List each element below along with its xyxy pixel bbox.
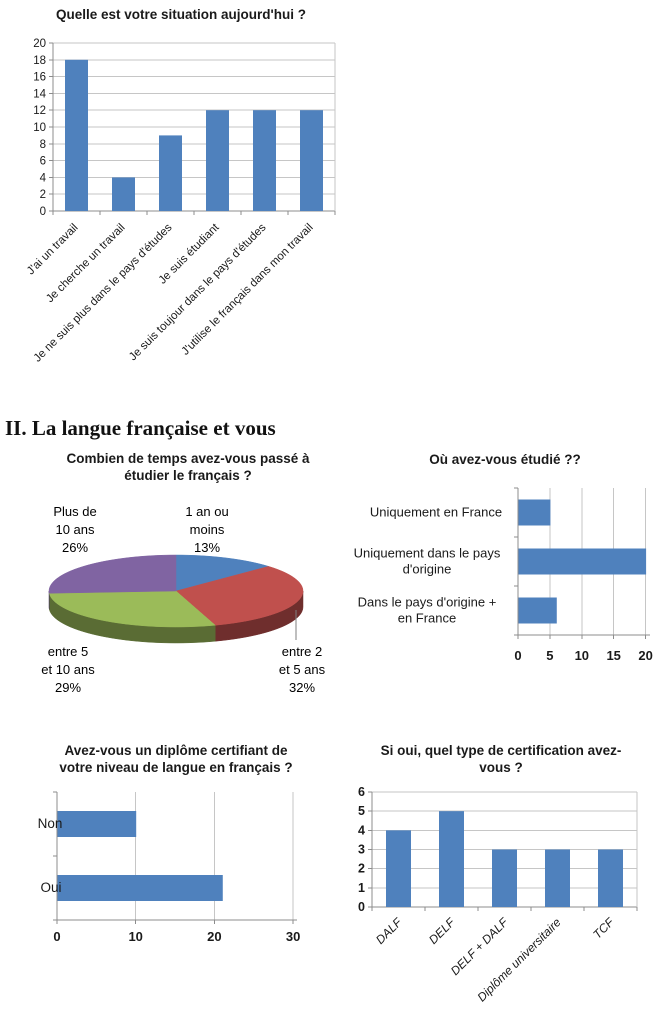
bar bbox=[518, 597, 557, 624]
y-tick-label: 20 bbox=[33, 38, 46, 50]
bar bbox=[300, 110, 323, 211]
category-label: Je cherche un travail bbox=[44, 222, 128, 306]
bar bbox=[65, 59, 88, 211]
x-tick-label: 15 bbox=[606, 648, 620, 663]
pie-label-plus-de-10-ans: Plus de 10 ans 26% bbox=[35, 503, 115, 557]
pie-label-entre-5-et-10-ans: entre 5 et 10 ans 29% bbox=[23, 643, 113, 697]
x-tick-label: 10 bbox=[128, 929, 142, 944]
bar bbox=[598, 849, 623, 907]
pie-slice-entre-2-et-5-ans bbox=[175, 566, 304, 626]
bar bbox=[112, 177, 135, 211]
chart-title-ou-etudie: Où avez-vous étudié ?? bbox=[429, 452, 581, 467]
category-label: en France bbox=[398, 611, 457, 626]
bar bbox=[386, 830, 411, 907]
bar bbox=[253, 110, 276, 211]
pie-label-line: Plus de bbox=[53, 504, 97, 519]
y-tick-label: 12 bbox=[33, 105, 46, 117]
x-tick-label: 10 bbox=[575, 648, 589, 663]
x-tick-label: 20 bbox=[207, 929, 221, 944]
pie-slice-plus-de-10-ans bbox=[48, 554, 177, 594]
y-tick-label: 0 bbox=[40, 206, 46, 218]
title-line: votre niveau de langue en français ? bbox=[59, 760, 293, 775]
y-tick-label: 2 bbox=[358, 862, 365, 876]
pie-label-line: 26% bbox=[61, 540, 89, 555]
x-tick-label: 30 bbox=[286, 929, 300, 944]
y-tick-label: 6 bbox=[358, 785, 365, 799]
x-tick-label: 5 bbox=[546, 648, 553, 663]
title-line: vous ? bbox=[479, 760, 523, 775]
pie-label-line: moins bbox=[189, 522, 225, 537]
bar bbox=[206, 110, 229, 211]
pie-label-line: 10 ans bbox=[55, 522, 95, 537]
bar bbox=[492, 849, 517, 907]
pie-label-line: entre 2 bbox=[281, 644, 323, 659]
pie-slice-entre-5-et-10-ans bbox=[48, 590, 216, 628]
chart-title-situation: Quelle est votre situation aujourd'hui ? bbox=[56, 7, 306, 22]
title-line: Avez-vous un diplôme certifiant de bbox=[64, 743, 288, 758]
y-tick-label: 4 bbox=[358, 823, 365, 837]
category-label: DALF bbox=[373, 915, 405, 947]
category-label: TCF bbox=[590, 915, 617, 942]
category-label: Uniquement en France bbox=[370, 505, 502, 520]
chart-title-diplome: Avez-vous un diplôme certifiant de votre… bbox=[31, 742, 321, 776]
bar bbox=[518, 548, 647, 575]
chart-title-temps-etude: Combien de temps avez-vous passé à étudi… bbox=[42, 450, 334, 484]
x-tick-label: 0 bbox=[514, 648, 521, 663]
x-tick-label: 20 bbox=[638, 648, 652, 663]
bar bbox=[518, 499, 551, 526]
pie-label-line: 29% bbox=[54, 680, 82, 695]
y-tick-label: 6 bbox=[40, 156, 46, 168]
x-tick-label: 0 bbox=[53, 929, 60, 944]
category-label: Oui bbox=[40, 880, 61, 895]
category-label: Uniquement dans le pays bbox=[354, 546, 501, 561]
y-tick-label: 5 bbox=[358, 804, 365, 818]
bar bbox=[57, 875, 223, 901]
category-label: Dans le pays d'origine + bbox=[358, 595, 497, 610]
bar bbox=[159, 135, 182, 211]
bar bbox=[57, 811, 137, 837]
y-tick-label: 1 bbox=[358, 881, 365, 895]
pie-label-line: 32% bbox=[288, 680, 316, 695]
chart-title-certification: Si oui, quel type de certification avez-… bbox=[356, 742, 646, 776]
y-tick-label: 0 bbox=[358, 900, 365, 914]
section-heading: II. La langue française et vous bbox=[5, 416, 276, 440]
pie-label-line: et 5 ans bbox=[278, 662, 326, 677]
title-line: Si oui, quel type de certification avez- bbox=[380, 743, 622, 758]
y-tick-label: 10 bbox=[33, 122, 46, 134]
title-line: Combien de temps avez-vous passé à bbox=[66, 451, 310, 466]
category-label: Non bbox=[38, 816, 63, 831]
pie-slice-1-an-ou-moins bbox=[175, 554, 270, 592]
y-tick-label: 16 bbox=[33, 72, 46, 84]
y-tick-label: 2 bbox=[40, 189, 46, 201]
pie-label-line: et 10 ans bbox=[41, 662, 95, 677]
y-tick-label: 4 bbox=[40, 172, 47, 184]
y-tick-label: 8 bbox=[40, 139, 46, 151]
pie-label-line: entre 5 bbox=[47, 644, 89, 659]
y-tick-label: 3 bbox=[358, 843, 365, 857]
pie-label-entre-2-et-5-ans: entre 2 et 5 ans 32% bbox=[257, 643, 347, 697]
category-label: d'origine bbox=[403, 562, 452, 577]
pie-label-line: 1 an ou bbox=[185, 504, 229, 519]
bar bbox=[545, 849, 570, 907]
category-label: DELF bbox=[426, 915, 458, 947]
pie-label-1-an-ou-moins: 1 an ou moins 13% bbox=[167, 503, 247, 557]
bar bbox=[439, 811, 464, 907]
title-line: étudier le français ? bbox=[124, 468, 252, 483]
pie-label-line: 13% bbox=[193, 540, 221, 555]
y-tick-label: 18 bbox=[33, 55, 46, 67]
y-tick-label: 14 bbox=[33, 88, 46, 100]
